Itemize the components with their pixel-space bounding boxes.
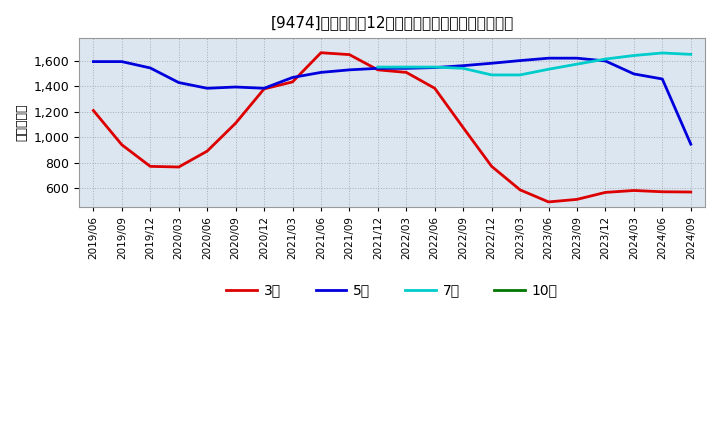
Y-axis label: （百万円）: （百万円） [15,104,28,141]
Legend: 3年, 5年, 7年, 10年: 3年, 5年, 7年, 10年 [221,278,564,303]
Title: [9474]　経常利益12か月移動合計の標準偏差の推移: [9474] 経常利益12か月移動合計の標準偏差の推移 [271,15,513,30]
